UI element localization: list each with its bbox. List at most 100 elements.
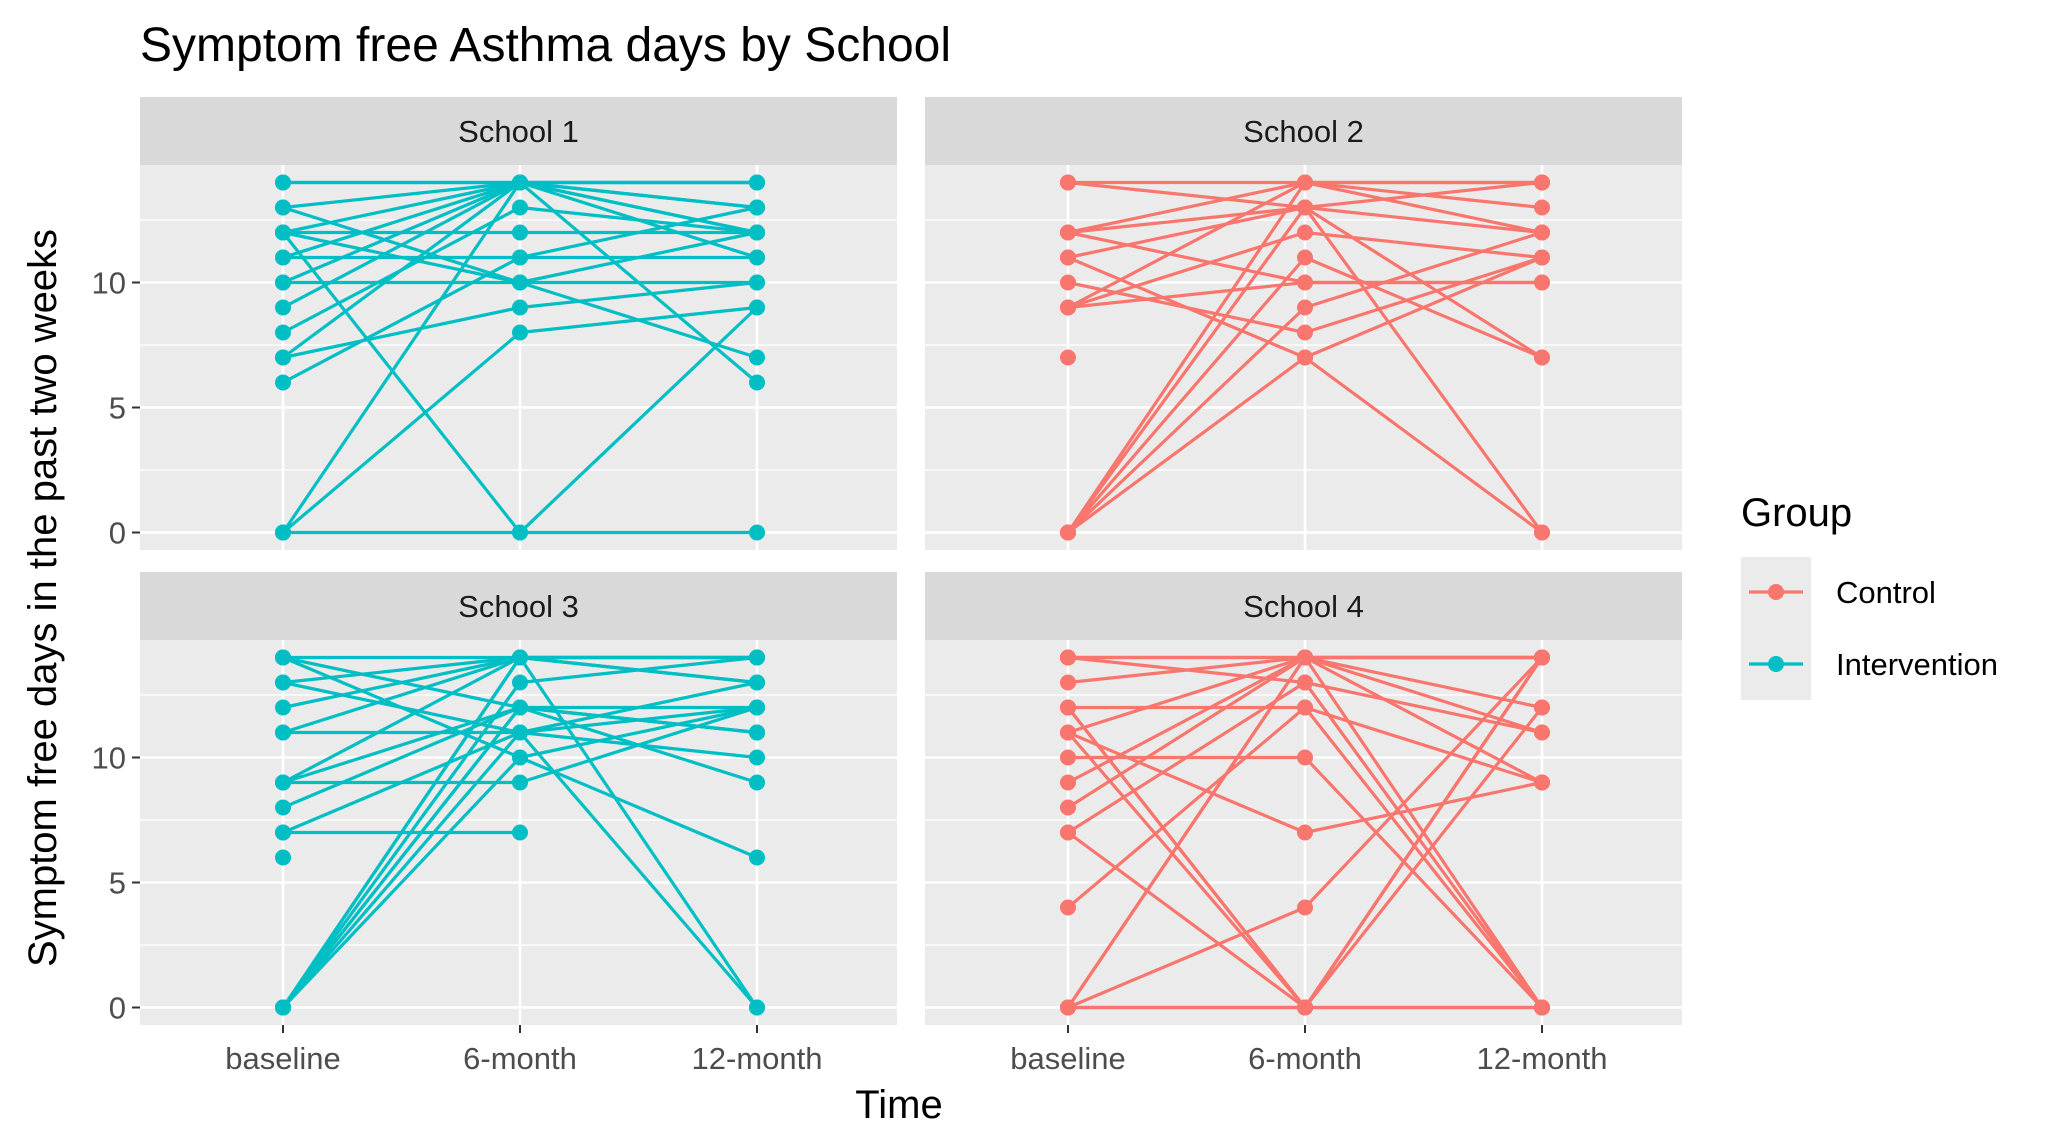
x-tick-label: baseline bbox=[1010, 1041, 1125, 1076]
data-point bbox=[1297, 324, 1313, 341]
data-point bbox=[1534, 524, 1550, 541]
series-line-segment bbox=[1303, 706, 1544, 1009]
data-point bbox=[512, 724, 528, 741]
data-point bbox=[1297, 249, 1313, 266]
facet-strip-label: School 1 bbox=[458, 114, 579, 149]
data-point bbox=[749, 724, 765, 741]
data-point bbox=[275, 774, 291, 791]
series-line-segment bbox=[519, 705, 758, 735]
data-point bbox=[275, 274, 291, 291]
series-line-segment bbox=[1067, 205, 1306, 235]
series-line-segment bbox=[282, 180, 521, 260]
data-point bbox=[1534, 249, 1550, 266]
data-point bbox=[749, 999, 765, 1016]
series-line-segment bbox=[518, 656, 759, 1009]
data-point bbox=[1297, 999, 1313, 1016]
facet-strip bbox=[140, 572, 897, 640]
data-point bbox=[1060, 349, 1076, 366]
data-point bbox=[1297, 824, 1313, 841]
series-line-segment bbox=[518, 306, 759, 534]
series-line-segment bbox=[1304, 655, 1543, 735]
series-line-segment bbox=[519, 180, 758, 235]
data-point bbox=[1297, 674, 1313, 691]
data-point bbox=[1534, 724, 1550, 741]
data-point bbox=[1297, 749, 1313, 766]
series-line-segment bbox=[1304, 255, 1543, 335]
series-line-segment bbox=[1067, 181, 1306, 309]
series-line-segment bbox=[1303, 756, 1544, 1009]
data-point bbox=[749, 199, 765, 216]
series-line-segment bbox=[1067, 656, 1306, 784]
series-line-segment bbox=[1304, 356, 1543, 534]
legend-label: Control bbox=[1836, 575, 1936, 610]
panel-background bbox=[140, 165, 897, 550]
series-line-segment bbox=[1304, 180, 1543, 210]
series-line-segment bbox=[519, 756, 758, 859]
series-line-segment bbox=[1304, 780, 1543, 835]
series-line-segment bbox=[281, 231, 522, 534]
data-point bbox=[275, 824, 291, 841]
data-point bbox=[1297, 199, 1313, 216]
data-point bbox=[275, 724, 291, 741]
series-line-segment bbox=[1067, 280, 1306, 310]
series-line-segment bbox=[1303, 656, 1544, 1009]
data-point bbox=[749, 224, 765, 241]
series-line-segment bbox=[282, 705, 521, 785]
y-tick-label: 10 bbox=[92, 741, 126, 776]
series-line-segment bbox=[519, 205, 758, 260]
series-line-segment bbox=[282, 731, 521, 834]
data-point bbox=[1060, 224, 1076, 241]
data-point bbox=[1534, 699, 1550, 716]
y-axis-title: Symptom free days in the past two weeks bbox=[21, 229, 65, 967]
data-point bbox=[1534, 999, 1550, 1016]
facet-panels: School 1 0 5 10 School 2 School 3 0 5 10 baseline… bbox=[92, 97, 1682, 1076]
data-point bbox=[749, 349, 765, 366]
y-tick-label: 0 bbox=[109, 516, 126, 551]
facet-strip bbox=[925, 572, 1682, 640]
data-point bbox=[275, 649, 291, 666]
data-point bbox=[275, 324, 291, 341]
data-point bbox=[1060, 774, 1076, 791]
data-point bbox=[512, 649, 528, 666]
series-line-segment bbox=[518, 731, 759, 1009]
data-point bbox=[1297, 349, 1313, 366]
data-point bbox=[1297, 174, 1313, 191]
data-point bbox=[749, 374, 765, 391]
data-point bbox=[275, 674, 291, 691]
series-line-segment bbox=[1066, 206, 1307, 534]
data-point bbox=[275, 374, 291, 391]
data-point bbox=[512, 274, 528, 291]
facet-panel: School 2 bbox=[925, 97, 1682, 550]
legend-entries: Control Intervention bbox=[1741, 557, 1998, 700]
series-line-segment bbox=[1066, 731, 1307, 1009]
legend-key-point bbox=[1768, 656, 1784, 672]
facet-strip-label: School 4 bbox=[1243, 589, 1364, 624]
data-point bbox=[275, 224, 291, 241]
series-line-segment bbox=[1066, 181, 1307, 534]
series-line-segment bbox=[1303, 681, 1544, 1009]
data-point bbox=[1534, 274, 1550, 291]
series-line-segment bbox=[1066, 706, 1307, 1009]
data-point bbox=[1060, 174, 1076, 191]
facet-panel: School 1 0 5 10 bbox=[92, 97, 897, 551]
facet-strip-label: School 2 bbox=[1243, 114, 1364, 149]
data-point bbox=[275, 199, 291, 216]
series-line-segment bbox=[282, 656, 521, 784]
legend-label: Intervention bbox=[1836, 647, 1998, 682]
series-line-segment bbox=[1067, 655, 1306, 685]
data-point bbox=[1297, 224, 1313, 241]
data-point bbox=[749, 749, 765, 766]
series-line-segment bbox=[1303, 656, 1544, 909]
legend-title: Group bbox=[1741, 491, 1852, 535]
series-line-segment bbox=[1304, 256, 1543, 359]
data-point bbox=[1534, 649, 1550, 666]
facet-panel: School 4 baseline 6-month 12-month bbox=[925, 572, 1682, 1076]
chart-title: Symptom free Asthma days by School bbox=[140, 19, 951, 72]
series-line-segment bbox=[518, 181, 759, 384]
data-point bbox=[1060, 899, 1076, 916]
series-line-segment bbox=[1067, 230, 1306, 285]
data-point bbox=[275, 999, 291, 1016]
series-line-segment bbox=[282, 305, 521, 360]
series-line-segment bbox=[1067, 681, 1306, 834]
